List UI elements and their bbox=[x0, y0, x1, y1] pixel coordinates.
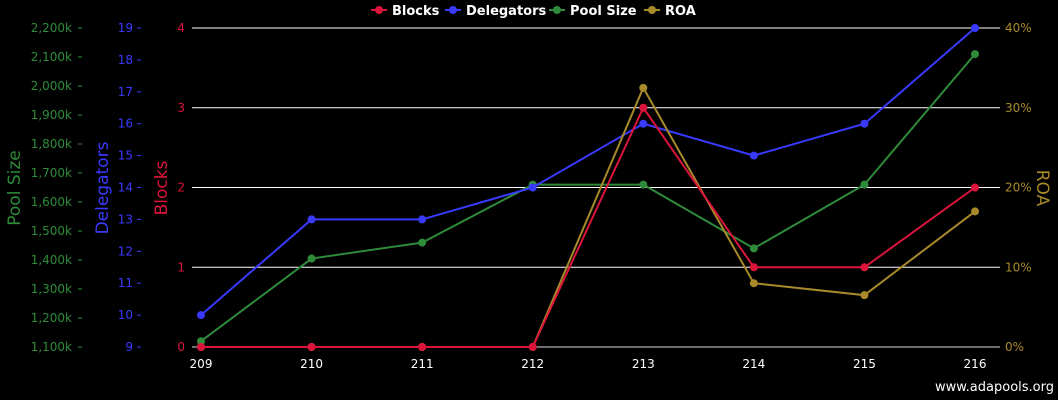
delegators-tick-label: 18 bbox=[118, 53, 133, 67]
pool-size-data-point[interactable] bbox=[639, 180, 648, 189]
poolsize-tick-label: 1,900k bbox=[31, 108, 72, 122]
poolsize-tick-label: 1,600k bbox=[31, 195, 72, 209]
pool-size-data-point[interactable] bbox=[307, 254, 316, 263]
poolsize-tick-label: 2,000k bbox=[31, 79, 72, 93]
pool-size-data-point[interactable] bbox=[971, 50, 979, 59]
x-tick-label: 214 bbox=[742, 357, 765, 371]
x-tick-label: 209 bbox=[190, 357, 213, 371]
delegators-data-point[interactable] bbox=[197, 311, 205, 320]
delegators-tick-label: 11 bbox=[118, 276, 133, 290]
delegators-tick-label: 14 bbox=[118, 181, 133, 195]
blocks-data-point[interactable] bbox=[418, 343, 427, 351]
roa-axis-title: ROA bbox=[1032, 170, 1052, 207]
blocks-tick-label: 4 bbox=[177, 21, 185, 35]
roa-tick-label: 40% bbox=[1005, 21, 1032, 35]
delegators-axis-title: Delegators bbox=[93, 141, 113, 234]
roa-tick-label: 0% bbox=[1005, 340, 1024, 354]
pool-size-data-point[interactable] bbox=[860, 180, 869, 189]
roa-tick-label: 30% bbox=[1005, 101, 1032, 115]
delegators-data-point[interactable] bbox=[639, 119, 648, 128]
legend-pool-size-label[interactable]: Pool Size bbox=[570, 4, 637, 19]
delegators-tick-label: 19 bbox=[118, 21, 133, 35]
poolsize-tick-label: 2,200k bbox=[31, 21, 72, 35]
legend-roa-label[interactable]: ROA bbox=[665, 4, 696, 19]
poolsize-tick-label: 1,700k bbox=[31, 166, 72, 180]
roa-data-point[interactable] bbox=[860, 291, 869, 300]
x-tick-label: 212 bbox=[521, 357, 544, 371]
delegators-tick-label: 12 bbox=[118, 244, 133, 258]
delegators-series-line bbox=[200, 27, 976, 316]
roa-data-point[interactable] bbox=[639, 83, 648, 92]
delegators-data-point[interactable] bbox=[971, 24, 979, 32]
poolsize-tick-label: 2,100k bbox=[31, 50, 72, 64]
delegators-tick-label: 13 bbox=[118, 212, 133, 226]
x-tick-label: 210 bbox=[300, 357, 323, 371]
blocks-data-point[interactable] bbox=[971, 183, 979, 192]
roa-tick-label: 20% bbox=[1005, 181, 1032, 195]
blocks-data-point[interactable] bbox=[749, 263, 758, 272]
pool-size-series-line bbox=[200, 53, 976, 343]
blocks-tick-label: 0 bbox=[177, 340, 185, 354]
poolsize-tick-label: 1,800k bbox=[31, 137, 72, 151]
blocks-data-point[interactable] bbox=[197, 343, 205, 351]
x-tick-label: 211 bbox=[411, 357, 434, 371]
delegators-data-point[interactable] bbox=[418, 215, 427, 224]
legend-blocks-marker bbox=[375, 6, 383, 14]
x-tick-label: 215 bbox=[853, 357, 876, 371]
blocks-data-point[interactable] bbox=[307, 343, 316, 351]
blocks-data-point[interactable] bbox=[639, 103, 648, 112]
delegators-data-point[interactable] bbox=[749, 151, 758, 160]
delegators-tick-label: 9 bbox=[125, 340, 133, 354]
roa-data-point[interactable] bbox=[749, 279, 758, 288]
roa-tick-label: 10% bbox=[1005, 260, 1032, 274]
delegators-data-point[interactable] bbox=[860, 119, 869, 128]
blocks-axis-title: Blocks bbox=[152, 160, 172, 215]
delegators-tick-label: 16 bbox=[118, 117, 133, 131]
legend-delegators-marker bbox=[449, 6, 457, 14]
poolsize-tick-label: 1,400k bbox=[31, 253, 72, 267]
delegators-data-point[interactable] bbox=[307, 215, 316, 224]
blocks-tick-label: 1 bbox=[177, 260, 185, 274]
x-tick-label: 213 bbox=[632, 357, 655, 371]
blocks-series-line bbox=[201, 105, 976, 348]
roa-series-line bbox=[201, 85, 976, 348]
legend-delegators-label[interactable]: Delegators bbox=[466, 4, 547, 19]
blocks-data-point[interactable] bbox=[528, 343, 537, 351]
legend-pool-size-marker bbox=[553, 6, 561, 14]
poolsize-tick-label: 1,100k bbox=[31, 340, 72, 354]
blocks-data-point[interactable] bbox=[860, 263, 869, 272]
legend-blocks-label[interactable]: Blocks bbox=[392, 4, 440, 19]
roa-data-point[interactable] bbox=[971, 207, 979, 216]
delegators-tick-label: 15 bbox=[118, 149, 133, 163]
poolsize-tick-label: 1,300k bbox=[31, 282, 72, 296]
delegators-tick-label: 17 bbox=[118, 85, 133, 99]
poolsize-axis-title: Pool Size bbox=[5, 150, 25, 225]
legend-roa-marker bbox=[648, 6, 656, 14]
x-tick-label: 216 bbox=[964, 357, 987, 371]
pool-size-data-point[interactable] bbox=[197, 337, 205, 346]
delegators-data-point[interactable] bbox=[528, 183, 537, 192]
delegators-tick-label: 10 bbox=[118, 308, 133, 322]
poolsize-tick-label: 1,500k bbox=[31, 224, 72, 238]
pool-size-data-point[interactable] bbox=[418, 238, 427, 247]
credit-text: www.adapools.org bbox=[935, 380, 1054, 395]
blocks-tick-label: 2 bbox=[177, 181, 185, 195]
pool-size-data-point[interactable] bbox=[749, 244, 758, 253]
poolsize-tick-label: 1,200k bbox=[31, 311, 72, 325]
blocks-tick-label: 3 bbox=[177, 101, 185, 115]
